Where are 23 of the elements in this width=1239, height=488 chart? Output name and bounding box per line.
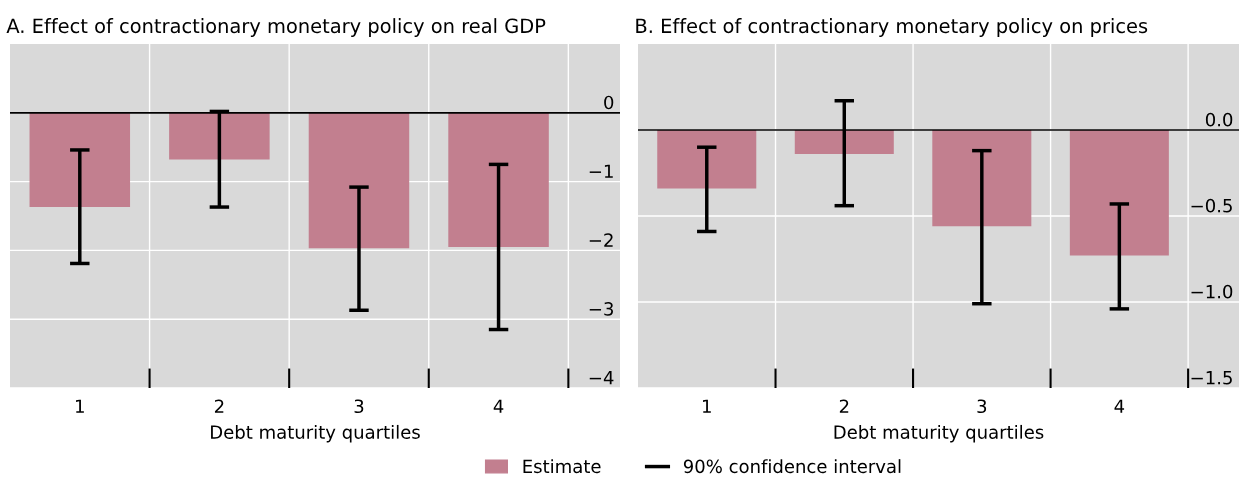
y-tick-label: 0.0 [1205,112,1233,127]
text: 90% confidence interval [683,459,901,474]
y-tick-label: 0 [604,95,614,110]
legend-label: Estimate [523,459,601,474]
x-tick-label: 4 [1114,399,1125,413]
y-tick-label: −2 [589,233,613,247]
x-tick-label: 3 [354,399,364,414]
x-axis-title: Debt maturity quartiles [834,424,1044,443]
y-tick-label: −1.5 [1191,371,1232,385]
x-tick-label: 1 [76,399,84,413]
y-tick-label: −0.5 [1191,198,1232,213]
y-tick-label: −4 [589,371,614,385]
chart-title: A. Effect of contractionary monetary policy on real GDP [6,18,546,37]
y-tick-label: −1.0 [1191,284,1233,299]
y-tick-label: −1 [589,164,613,178]
x-tick-label: 3 [977,399,987,414]
x-tick-label: 2 [839,399,849,413]
x-tick-label: 4 [493,399,504,413]
x-tick-label: 1 [703,399,711,413]
chart-title: B. Effect of contractionary monetary policy on prices [636,18,1148,37]
y-tick-label: −3 [589,302,613,316]
x-tick-label: 2 [214,399,224,413]
x-axis-title: Debt maturity quartiles [211,424,420,443]
